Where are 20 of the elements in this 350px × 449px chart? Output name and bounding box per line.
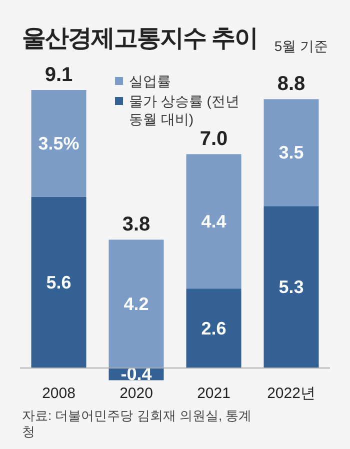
x-tick-label: 2021: [197, 385, 230, 402]
legend-label: 물가 상승률 (전년 동월 대비): [129, 92, 240, 128]
data-label: 3.5: [278, 142, 304, 163]
data-label: 5.3: [278, 277, 304, 298]
x-tick-label: 2020: [120, 385, 153, 402]
total-label: 3.8: [122, 214, 150, 236]
data-label: 4.2: [124, 294, 149, 314]
x-tick-label: 2022년: [267, 385, 316, 402]
legend-label: 실업률: [129, 72, 171, 90]
data-label: 4.4: [201, 211, 226, 232]
x-tick-label: 2008: [42, 385, 76, 402]
data-label: 2.6: [201, 318, 226, 338]
total-label: 9.1: [44, 64, 73, 86]
chart-title: 울산경제고통지수 추이: [22, 24, 258, 54]
total-label: 7.0: [200, 128, 228, 150]
data-label: 5.6: [46, 272, 72, 292]
chart-subtitle: 5월 기준: [274, 38, 328, 56]
text: 자료: 더불어민주당 김회재 의원실, 통계청: [22, 408, 252, 440]
total-label: 8.8: [277, 73, 306, 96]
data-label: 3.5%: [38, 133, 80, 154]
